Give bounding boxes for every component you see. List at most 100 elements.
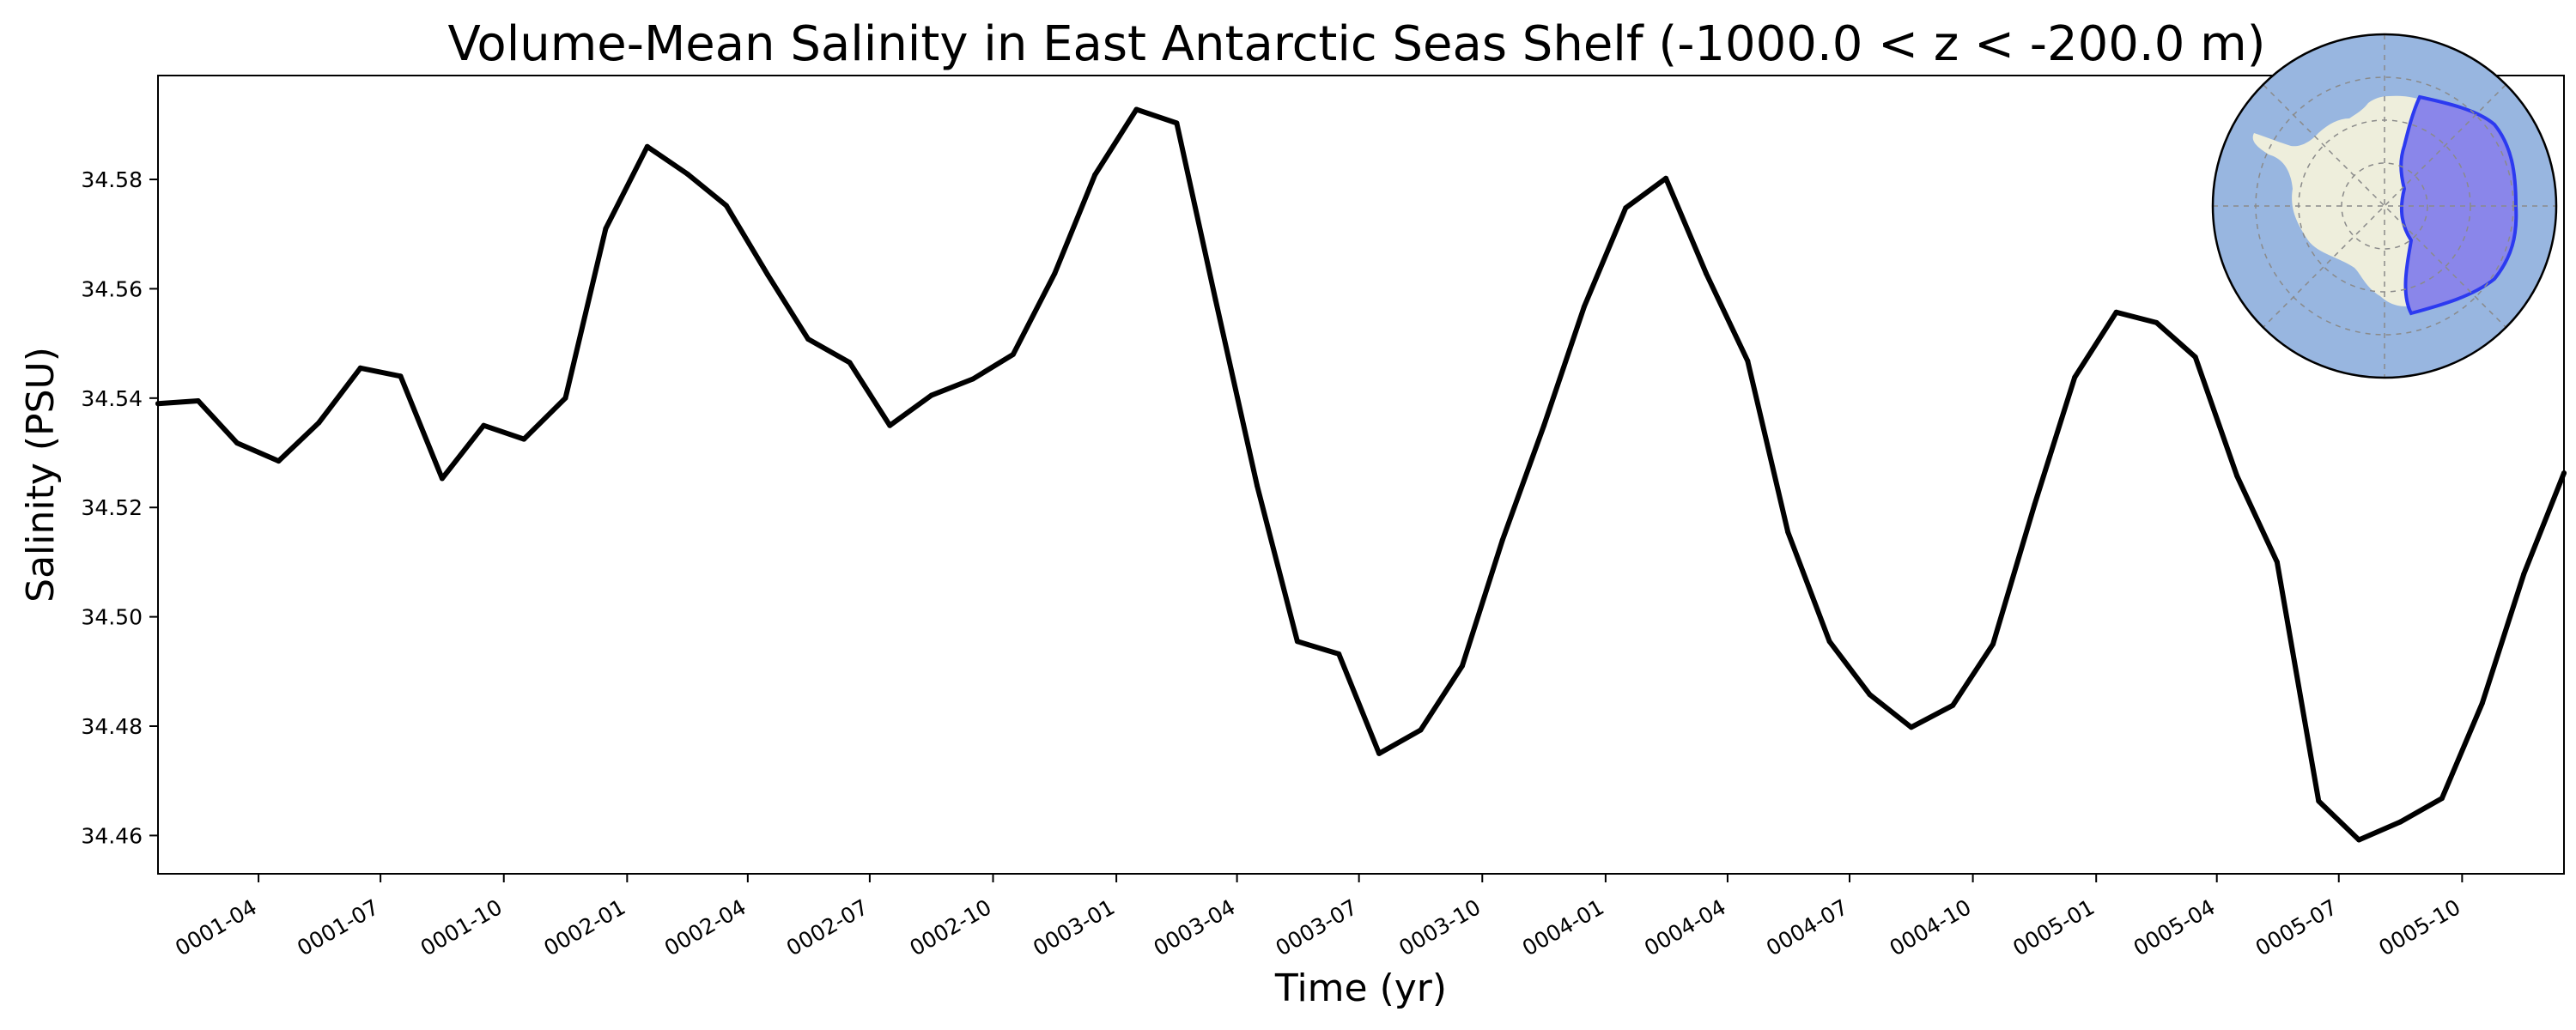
x-tick-label: 0005-01 xyxy=(2008,894,2099,960)
chart-title: Volume-Mean Salinity in East Antarctic S… xyxy=(447,16,2265,72)
data-point xyxy=(805,336,811,342)
data-point xyxy=(481,422,487,428)
data-point xyxy=(2439,796,2445,802)
data-point xyxy=(1826,639,1832,645)
map-border xyxy=(2211,33,2558,379)
data-point xyxy=(2113,309,2119,315)
data-point xyxy=(155,401,161,407)
data-point xyxy=(2316,798,2322,804)
data-point xyxy=(970,376,976,382)
data-point xyxy=(1541,422,1547,428)
data-point xyxy=(1092,172,1098,178)
x-tick-label: 0002-10 xyxy=(906,894,996,960)
data-point xyxy=(1336,651,1342,657)
data-point xyxy=(1990,641,1996,647)
data-point xyxy=(1376,750,1382,756)
data-point xyxy=(2274,559,2280,565)
data-point xyxy=(603,226,609,232)
y-tick-label: 34.50 xyxy=(81,605,143,630)
data-point xyxy=(439,476,445,482)
x-tick-label: 0004-07 xyxy=(1762,894,1852,960)
data-point xyxy=(398,373,404,379)
x-tick-label: 0002-07 xyxy=(782,894,872,960)
data-point xyxy=(195,398,201,403)
data-point xyxy=(1052,270,1058,276)
data-point xyxy=(2521,571,2527,577)
x-tick-label: 0005-10 xyxy=(2374,894,2464,960)
data-point xyxy=(2192,354,2198,360)
data-point xyxy=(234,440,240,446)
data-point xyxy=(765,272,771,278)
data-point xyxy=(2561,470,2567,476)
data-point xyxy=(1785,529,1791,535)
x-tick-label: 0003-04 xyxy=(1150,894,1240,960)
y-tick-label: 34.56 xyxy=(81,276,143,301)
data-point xyxy=(316,420,322,426)
x-tick-label: 0001-04 xyxy=(171,894,261,960)
data-point xyxy=(847,360,853,366)
y-tick-label: 34.46 xyxy=(81,823,143,848)
data-point xyxy=(684,171,690,177)
x-tick-label: 0005-04 xyxy=(2129,894,2220,960)
x-tick-label: 0002-01 xyxy=(539,894,629,960)
map-graticule xyxy=(2213,34,2556,378)
data-point xyxy=(1663,175,1669,181)
x-tick-label: 0001-10 xyxy=(416,894,507,960)
data-point xyxy=(2032,502,2038,507)
x-tick-label: 0004-04 xyxy=(1640,894,1730,960)
x-tick-label: 0004-10 xyxy=(1886,894,1976,960)
x-axis-label: Time (yr) xyxy=(1274,966,1447,1010)
data-point xyxy=(1908,724,1914,730)
x-tick-label: 0003-10 xyxy=(1394,894,1485,960)
data-point xyxy=(1174,120,1180,126)
y-tick-label: 34.52 xyxy=(81,495,143,520)
data-point xyxy=(1418,727,1424,733)
data-point xyxy=(1212,297,1218,303)
data-point xyxy=(276,458,282,464)
y-tick-label: 34.48 xyxy=(81,714,143,739)
data-point xyxy=(887,422,893,428)
data-point xyxy=(2154,319,2160,325)
data-point xyxy=(644,143,650,149)
data-point xyxy=(1745,358,1751,364)
data-point xyxy=(1623,205,1629,211)
x-axis: 0001-04 0001-07 0001-10 0002-01 0002-04 0002-… xyxy=(171,874,2464,960)
y-axis: 34.46 34.48 34.50 34.52 34.54 34.56 34.58 xyxy=(81,167,158,848)
data-point xyxy=(1950,702,1956,708)
x-tick-label: 0005-07 xyxy=(2251,894,2342,960)
map-east-antarctic-region xyxy=(2399,94,2518,316)
data-point xyxy=(2397,819,2403,825)
plot-area: 34.46 34.48 34.50 34.52 34.54 34.56 34.58 0001… xyxy=(81,75,2567,960)
y-tick-label: 34.54 xyxy=(81,386,143,411)
data-point xyxy=(1581,304,1587,310)
data-point xyxy=(1010,351,1016,357)
series-points xyxy=(155,106,2567,843)
plot-frame xyxy=(157,75,2565,875)
x-tick-label: 0001-07 xyxy=(293,894,383,960)
x-tick-label: 0003-01 xyxy=(1029,894,1119,960)
data-point xyxy=(521,436,527,442)
data-point xyxy=(1704,270,1709,276)
y-tick-label: 34.58 xyxy=(81,167,143,192)
data-point xyxy=(357,365,363,371)
data-point xyxy=(1459,663,1465,669)
data-point xyxy=(2234,473,2240,479)
data-point xyxy=(723,203,729,209)
series-line xyxy=(155,106,2567,843)
x-tick-label: 0002-04 xyxy=(660,894,750,960)
data-point xyxy=(562,395,568,401)
x-tick-label: 0004-01 xyxy=(1518,894,1608,960)
data-point xyxy=(2356,837,2362,843)
data-point xyxy=(1255,482,1260,488)
x-tick-label: 0003-07 xyxy=(1272,894,1362,960)
y-axis-label: Salinity (PSU) xyxy=(19,347,63,603)
data-point xyxy=(1294,639,1300,645)
data-point xyxy=(1867,692,1873,698)
data-point xyxy=(2072,374,2078,380)
data-point xyxy=(1499,537,1505,543)
data-point xyxy=(928,392,934,398)
inset-map xyxy=(2211,33,2558,379)
data-point xyxy=(1133,106,1139,112)
data-point xyxy=(2479,700,2485,706)
